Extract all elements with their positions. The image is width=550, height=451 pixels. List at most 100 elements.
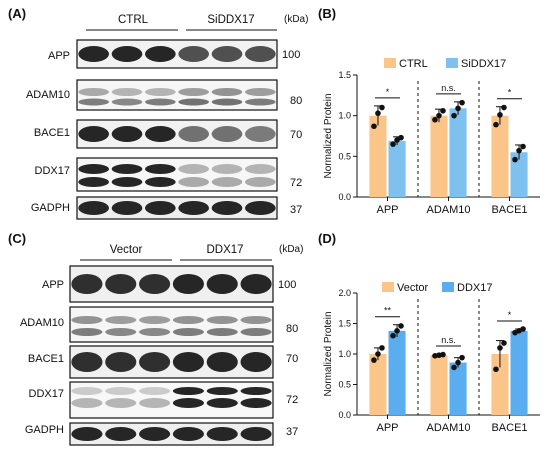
legend-swatch-d-1 (442, 282, 454, 292)
blot-strips-c (69, 265, 274, 446)
blot-strip-a-2 (76, 119, 278, 149)
blot-band-a-3-4-1 (211, 177, 243, 187)
blot-band-a-3-3-0 (178, 164, 210, 174)
blot-band-c-2-3-0 (172, 352, 204, 372)
blot-strip-c-3 (69, 381, 274, 419)
x-tick-label-b-1: ADAM10 (426, 204, 470, 216)
western-blot-panel-c: (C) Vector DDX17 (kDa) APP ADAM10 BACE1 … (8, 231, 303, 446)
kda-unit-label-c: (kDa) (279, 244, 303, 255)
blot-band-c-3-0-0 (71, 387, 103, 395)
legend-label-d-1: DDX17 (457, 282, 492, 294)
blot-band-a-3-2-0 (145, 164, 176, 174)
blot-band-a-0-2-0 (145, 46, 176, 62)
data-point-b-0-2-0 (493, 121, 499, 128)
data-point-b-1-0-1 (394, 137, 400, 143)
blot-band-a-4-5-0 (245, 201, 276, 215)
x-tick-label-d-1: ADAM10 (426, 422, 470, 434)
blot-band-c-3-0-1 (71, 398, 103, 408)
x-tick-label-b-0: APP (376, 204, 398, 216)
blot-band-c-3-2-1 (139, 398, 171, 408)
blot-band-a-1-0-1 (78, 98, 109, 106)
blot-band-c-3-1-1 (105, 398, 137, 408)
legend-swatch-b-1 (446, 58, 458, 68)
data-point-d-1-1-2 (459, 354, 465, 361)
blot-strip-a-0 (76, 39, 278, 69)
blot-band-a-1-0-0 (78, 88, 109, 96)
blot-band-c-1-5-0 (240, 316, 272, 324)
blot-band-c-1-1-1 (105, 328, 137, 336)
blot-band-c-2-2-0 (139, 352, 171, 372)
blot-band-a-1-5-0 (245, 88, 276, 96)
data-point-d-0-2-0 (493, 366, 499, 373)
mw-marker-72-c: 72 (286, 394, 298, 406)
legend-label-d-0: Vector (397, 282, 429, 294)
blot-label-gadph: GADPH (31, 202, 70, 214)
blot-band-a-2-1-0 (111, 126, 143, 142)
mw-marker-70-c: 70 (286, 353, 298, 365)
blot-band-c-1-3-1 (172, 328, 204, 336)
data-point-b-0-0-0 (371, 123, 377, 130)
bar-b-siddx17-adam10 (449, 108, 467, 197)
bar-b-ctrl-app (369, 115, 387, 197)
bar-b-siddx17-app (388, 140, 406, 197)
blot-strips-a (76, 39, 278, 220)
sig-label-d-0: ** (384, 306, 392, 316)
blot-band-a-4-0-0 (78, 201, 109, 215)
data-point-d-0-0-0 (371, 357, 377, 363)
blot-band-a-3-1-1 (111, 177, 143, 187)
bar-chart-b: 0.0 0.5 1.0 1.5 Normalized Protein APP * ADAM10… (323, 58, 540, 216)
blot-band-c-1-2-1 (139, 328, 171, 336)
blot-label-bace1: BACE1 (34, 127, 70, 139)
bar-chart-d: 0.0 0.5 1.0 1.5 2.0 Normalized Protein APP ** AD… (323, 282, 540, 434)
blot-band-c-1-5-1 (240, 328, 272, 336)
blot-band-a-1-3-1 (178, 98, 210, 106)
y-axis-label-b: Normalized Protein (323, 93, 334, 178)
y-tick-label-d-1: 0.5 (338, 380, 351, 390)
blot-band-c-3-5-0 (240, 387, 272, 395)
blot-strip-c-0 (69, 265, 274, 303)
blot-band-a-3-1-0 (111, 164, 143, 174)
blot-label-app: APP (48, 50, 70, 62)
blot-band-a-2-5-0 (245, 126, 276, 142)
data-point-b-1-1-1 (455, 105, 461, 112)
y-tick-label-b-3: 1.5 (338, 70, 351, 80)
data-point-d-0-0-1 (375, 351, 381, 357)
blot-band-c-1-2-0 (139, 316, 171, 324)
data-point-d-0-0-2 (379, 345, 385, 351)
data-point-b-0-0-2 (379, 104, 385, 111)
bar-b-ctrl-bace1 (491, 115, 509, 197)
panel-letter-c: (C) (8, 231, 26, 246)
group-label-ctrl: CTRL (118, 14, 149, 26)
blot-band-c-1-4-1 (206, 328, 238, 336)
blot-band-c-2-4-0 (206, 352, 238, 372)
blot-band-c-3-3-0 (172, 387, 204, 395)
data-point-d-1-0-1 (394, 328, 400, 334)
data-point-b-1-1-2 (459, 99, 465, 106)
blot-band-c-2-5-0 (240, 352, 272, 372)
data-point-d-1-2-2 (520, 326, 526, 332)
blot-band-c-1-1-0 (105, 316, 137, 324)
blot-band-a-0-1-0 (111, 46, 143, 62)
blot-band-c-1-0-1 (71, 328, 103, 336)
blot-strip-c-2 (69, 345, 274, 379)
blot-band-a-3-0-1 (78, 177, 109, 187)
y-tick-label-d-3: 1.5 (338, 319, 351, 329)
blot-band-c-3-2-0 (139, 387, 171, 395)
blot-band-a-3-5-0 (245, 164, 276, 174)
mw-marker-80-c: 80 (286, 323, 298, 335)
y-tick-label-b-2: 1.0 (338, 111, 351, 121)
data-point-b-1-2-1 (516, 147, 522, 154)
blot-band-c-4-2-0 (139, 427, 171, 441)
data-point-b-1-0-2 (398, 134, 404, 141)
data-point-b-0-1-1 (436, 112, 442, 119)
legend-label-b-1: SiDDX17 (461, 58, 506, 70)
blot-band-c-3-5-1 (240, 398, 272, 408)
y-tick-label-b-1: 0.5 (338, 151, 351, 161)
data-point-d-1-0-2 (398, 323, 404, 329)
data-point-d-0-1-2 (440, 351, 446, 358)
sig-label-b-0: * (386, 87, 390, 97)
blot-band-c-3-4-1 (206, 398, 238, 408)
blot-band-a-1-1-0 (111, 88, 143, 96)
blot-strip-c-1 (69, 306, 274, 343)
blot-band-c-4-0-0 (71, 427, 103, 441)
